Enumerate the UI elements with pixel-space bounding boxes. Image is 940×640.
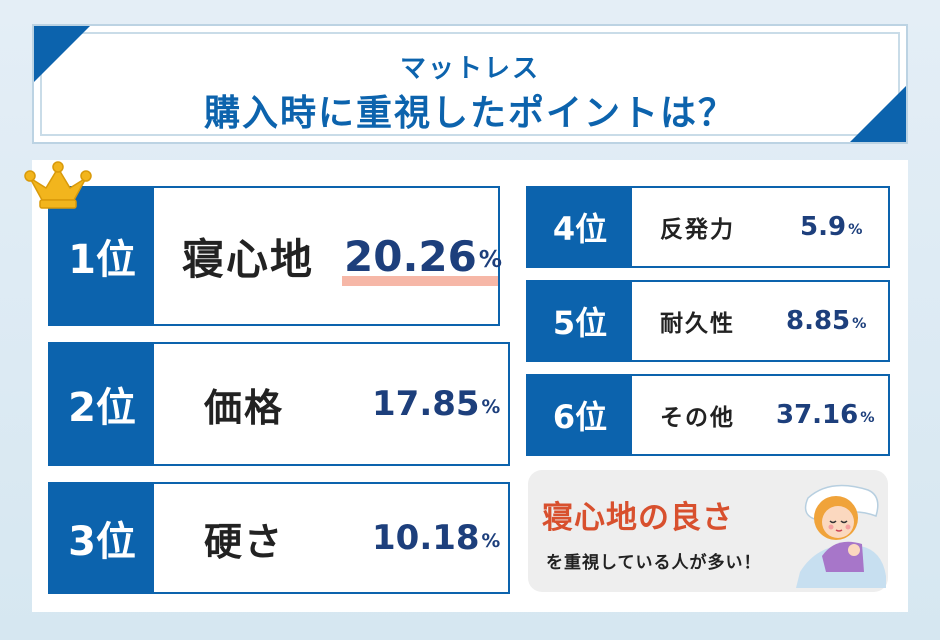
note-headline: 寝心地の良さ — [542, 500, 734, 536]
item-percent-3: 10.18% — [372, 484, 500, 592]
corner-triangle-bottom-right — [850, 86, 906, 142]
item-name-6: その他 — [660, 405, 735, 431]
item-percent-5: 8.85% — [786, 282, 866, 360]
sleeping-person-illustration — [796, 484, 886, 588]
percent-value-3: 10.18 — [372, 518, 480, 558]
rank-label-6: 6位 — [528, 376, 632, 454]
percent-unit-6: % — [860, 409, 875, 426]
crown-icon — [24, 161, 92, 209]
percent-unit-5: % — [852, 315, 867, 332]
percent-value-2: 17.85 — [372, 384, 480, 424]
item-percent-6: 37.16% — [776, 376, 875, 454]
rank-label-5: 5位 — [528, 282, 632, 360]
item-percent-1: 20.26% — [344, 188, 502, 324]
header-banner: マットレス 購入時に重視したポイントは？ — [32, 24, 908, 144]
rank-card-2: 2位 価格 17.85% — [48, 342, 510, 466]
item-percent-4: 5.9% — [800, 188, 862, 266]
rank-label-2: 2位 — [50, 344, 154, 464]
rank-card-5: 5位 耐久性 8.85% — [526, 280, 890, 362]
rank-label-1: 1位 — [50, 188, 154, 324]
header-title: 購入時に重視したポイントは？ — [203, 93, 736, 134]
item-name-3: 硬さ — [204, 519, 285, 564]
header-inner-frame — [40, 32, 900, 136]
corner-triangle-top-left — [34, 26, 90, 82]
rank-label-3: 3位 — [50, 484, 154, 592]
summary-note: 寝心地の良さ を重視している人が多い！ — [528, 470, 888, 592]
header-subtitle: マットレス — [399, 54, 540, 84]
percent-unit-2: % — [481, 396, 501, 418]
item-name-5: 耐久性 — [660, 311, 735, 337]
rank-card-1: 1位 寝心地 20.26% — [48, 186, 502, 326]
item-name-1: 寝心地 — [182, 234, 315, 284]
percent-value-4: 5.9 — [800, 212, 847, 242]
percent-value-6: 37.16 — [776, 400, 859, 430]
percent-unit-1: % — [478, 247, 502, 274]
percent-value-1: 20.26 — [344, 231, 477, 281]
item-name-2: 価格 — [204, 385, 285, 430]
highlight-underline — [342, 276, 498, 286]
percent-unit-4: % — [848, 221, 863, 238]
note-subtext: を重視している人が多い！ — [546, 553, 762, 573]
item-name-4: 反発力 — [660, 217, 735, 243]
rank-label-4: 4位 — [528, 188, 632, 266]
percent-value-5: 8.85 — [786, 306, 851, 336]
percent-unit-3: % — [481, 530, 501, 552]
rank-card-3: 3位 硬さ 10.18% — [48, 482, 510, 594]
item-percent-2: 17.85% — [372, 344, 500, 464]
rank-card-4: 4位 反発力 5.9% — [526, 186, 890, 268]
rank-card-6: 6位 その他 37.16% — [526, 374, 890, 456]
